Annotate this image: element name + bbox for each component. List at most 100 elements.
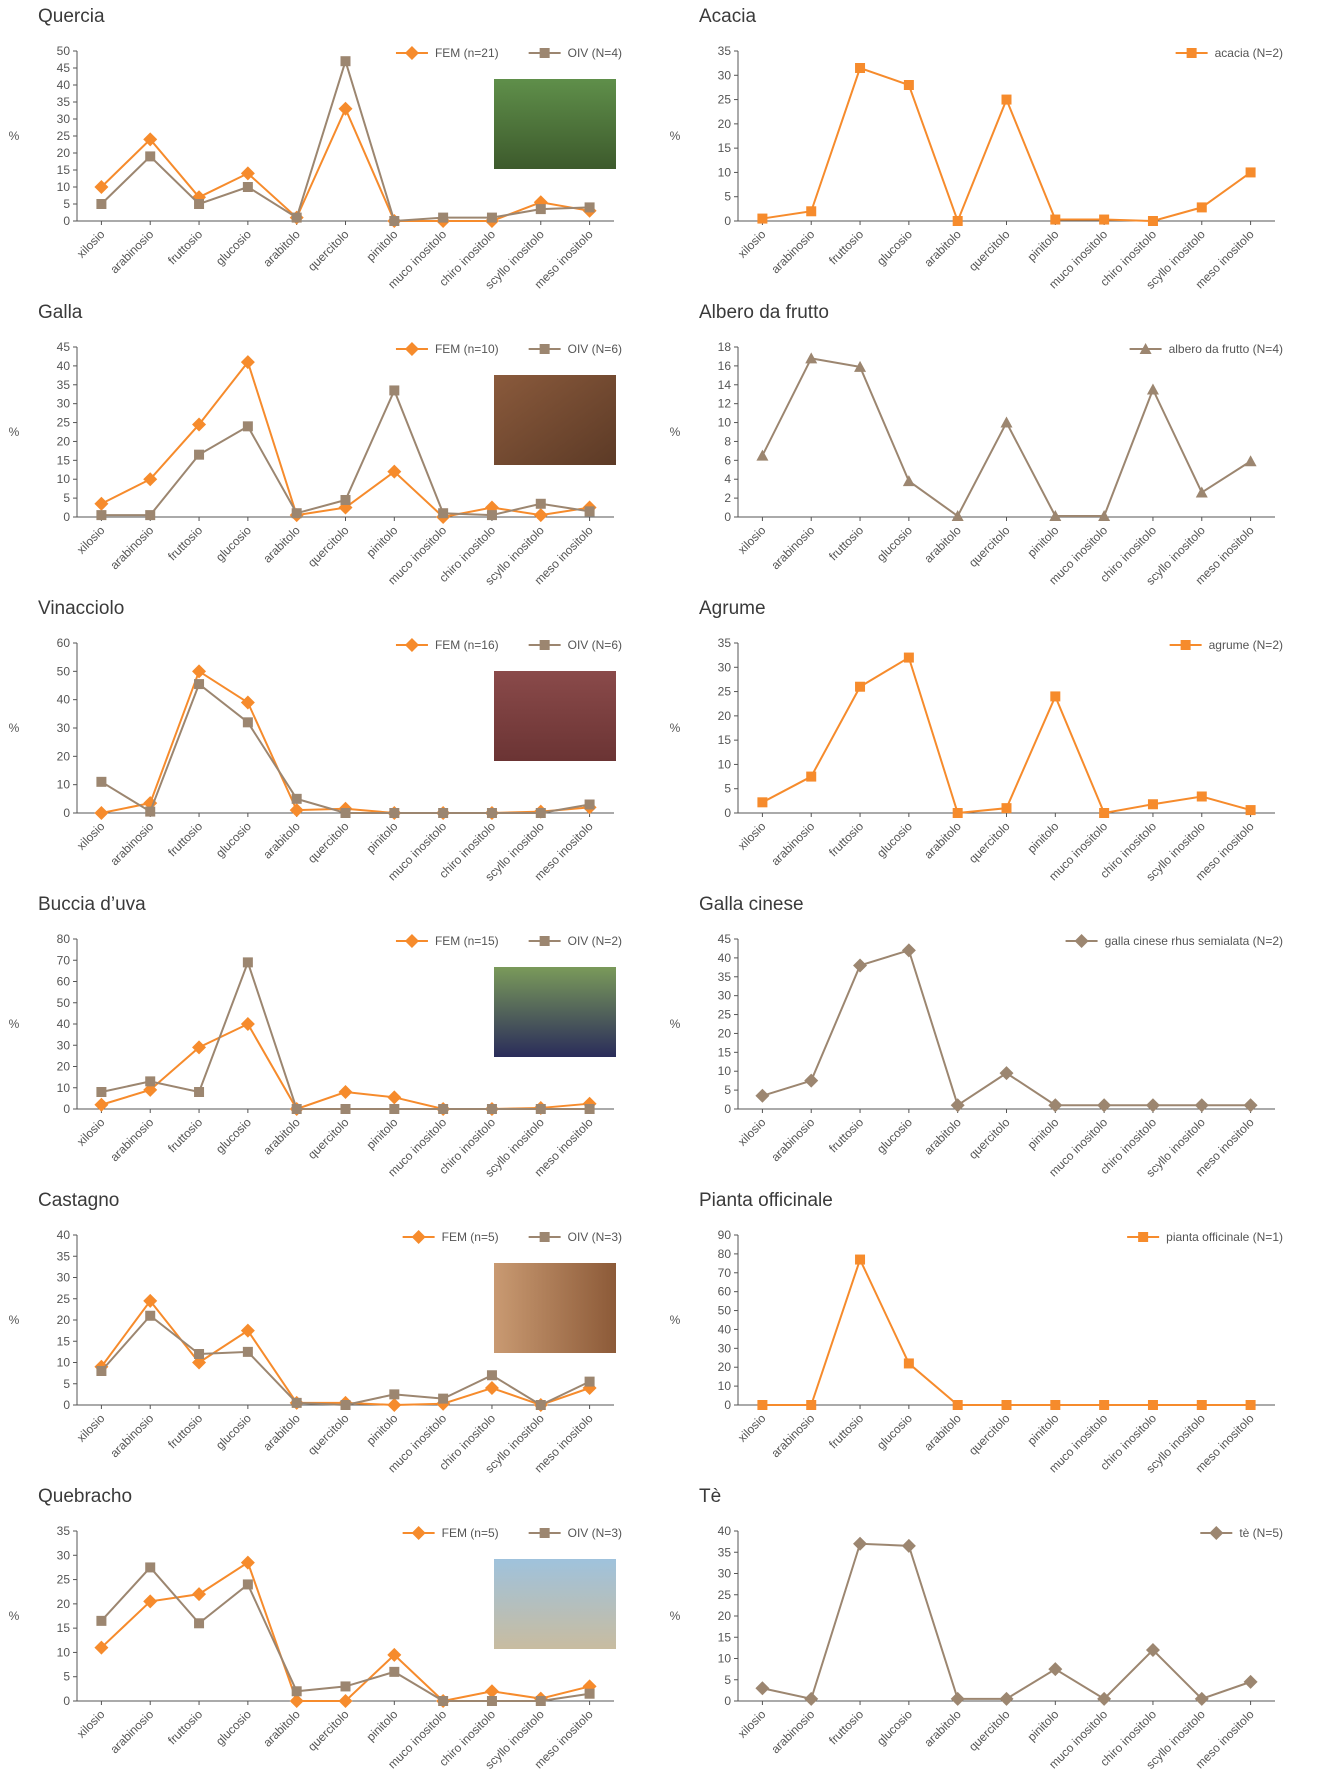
y-tick-label: 15 (718, 141, 732, 155)
marker (96, 199, 107, 209)
x-tick-label: pinitolo (364, 1411, 401, 1448)
marker (486, 1696, 497, 1706)
x-tick-label: fruttosio (826, 1115, 866, 1155)
x-tick-label: pinitolo (1025, 819, 1062, 856)
y-tick-label: 35 (57, 1524, 71, 1538)
chart-title: Castagno (38, 1190, 119, 1211)
y-tick-label: 20 (718, 1609, 732, 1623)
chart-title: Quercia (38, 6, 105, 27)
y-tick-label: 5 (63, 491, 70, 505)
photo (494, 671, 616, 761)
legend-label: FEM (n=5) (442, 1230, 499, 1244)
marker (535, 1400, 546, 1410)
y-tick-label: 25 (718, 1588, 732, 1602)
marker (143, 796, 158, 811)
y-tick-label: 30 (57, 1548, 71, 1562)
marker (338, 500, 353, 515)
y-tick-label: 0 (63, 1694, 70, 1708)
y-tick-label: 12 (718, 397, 732, 411)
x-tick-label: arabinosio (107, 819, 156, 868)
x-tick-label: glucosio (213, 819, 254, 860)
y-tick-label: 25 (57, 1292, 71, 1306)
marker (855, 1254, 866, 1265)
y-tick-label: 15 (57, 453, 71, 467)
x-tick-label: pinitolo (364, 1707, 401, 1744)
marker (94, 806, 109, 820)
marker (194, 1349, 205, 1359)
marker (535, 808, 546, 818)
y-tick-label: 20 (718, 1360, 732, 1374)
marker (404, 46, 419, 60)
marker (805, 352, 818, 364)
y-tick-label: 5 (63, 197, 70, 211)
y-tick-label: 5 (724, 190, 731, 204)
y-tick-label: 5 (724, 1083, 731, 1097)
marker (533, 508, 548, 523)
marker (1097, 1691, 1112, 1706)
y-tick-label: 25 (57, 129, 71, 143)
marker (952, 808, 963, 818)
marker (539, 1528, 550, 1538)
y-tick-label: 40 (57, 78, 71, 92)
y-tick-label: 35 (718, 44, 732, 58)
marker (853, 1536, 868, 1551)
marker (404, 342, 419, 356)
y-tick-label: 35 (718, 1545, 732, 1559)
marker (289, 803, 304, 818)
marker (950, 1098, 965, 1113)
x-tick-label: pinitolo (1025, 1411, 1062, 1448)
marker (757, 1400, 768, 1410)
y-tick-label: 30 (718, 68, 732, 82)
marker (1097, 1098, 1112, 1113)
chart-title: Albero da frutto (699, 302, 829, 323)
y-tick-label: 30 (57, 1271, 71, 1285)
marker (96, 1087, 107, 1097)
y-tick-label: 10 (718, 1064, 732, 1078)
marker (192, 1587, 207, 1602)
marker (194, 679, 205, 690)
x-tick-label: xilosio (735, 227, 769, 261)
y-axis-label: % (9, 425, 20, 439)
y-tick-label: 10 (57, 778, 71, 792)
chart-title: Tè (699, 1486, 721, 1507)
marker (854, 360, 867, 372)
marker (389, 808, 400, 818)
marker (96, 1366, 107, 1376)
y-tick-label: 10 (57, 472, 71, 486)
marker (387, 1647, 402, 1662)
marker (1196, 202, 1207, 213)
marker (1186, 48, 1197, 58)
marker (340, 1681, 351, 1692)
marker (806, 771, 817, 782)
marker (539, 48, 550, 58)
legend-label: OIV (N=3) (568, 1526, 622, 1540)
y-tick-label: 30 (718, 1567, 732, 1581)
marker (486, 1370, 497, 1381)
marker (94, 1640, 109, 1655)
marker (387, 1090, 402, 1105)
y-tick-label: 20 (718, 1026, 732, 1040)
y-tick-label: 20 (57, 749, 71, 763)
y-tick-label: 0 (724, 214, 731, 228)
legend-label: albero da frutto (N=4) (1169, 342, 1283, 356)
marker (1146, 383, 1159, 395)
marker (1049, 510, 1062, 522)
y-tick-label: 4 (724, 472, 731, 486)
marker (806, 206, 817, 217)
x-tick-label: arabitolo (260, 819, 303, 862)
marker (192, 417, 207, 432)
x-tick-label: arabitolo (921, 227, 964, 270)
y-tick-label: 15 (718, 1630, 732, 1644)
y-tick-label: 30 (57, 1038, 71, 1052)
marker (539, 936, 550, 946)
marker (1147, 799, 1158, 810)
x-tick-label: pinitolo (364, 227, 401, 264)
marker (999, 1066, 1014, 1081)
marker (438, 1393, 449, 1404)
x-tick-label: pinitolo (364, 523, 401, 560)
x-tick-label: arabitolo (921, 1115, 964, 1158)
y-tick-label: 0 (724, 1398, 731, 1412)
marker (584, 506, 595, 517)
y-tick-label: 40 (718, 951, 732, 965)
